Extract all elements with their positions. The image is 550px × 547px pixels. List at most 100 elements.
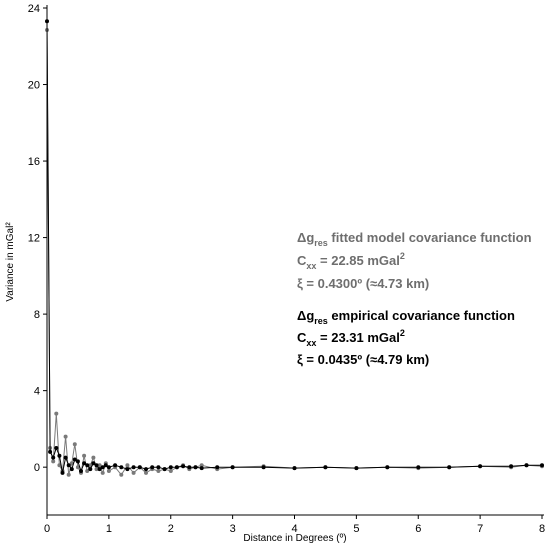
data-point bbox=[66, 472, 71, 477]
data-point bbox=[125, 467, 130, 472]
data-point bbox=[162, 467, 167, 472]
data-point bbox=[174, 465, 179, 470]
data-point bbox=[447, 465, 452, 470]
data-point bbox=[75, 465, 80, 470]
y-tick-label: 12 bbox=[28, 233, 40, 245]
data-point bbox=[79, 469, 83, 473]
data-point bbox=[125, 463, 130, 468]
y-tick-label: 0 bbox=[34, 462, 40, 474]
data-point bbox=[48, 449, 53, 454]
data-point bbox=[69, 467, 74, 472]
y-tick-label: 24 bbox=[28, 3, 40, 15]
data-point bbox=[88, 467, 93, 472]
data-point bbox=[150, 465, 155, 470]
data-point bbox=[385, 465, 390, 470]
x-tick-label: 5 bbox=[353, 523, 359, 535]
x-tick-label: 8 bbox=[539, 523, 545, 535]
data-point bbox=[72, 457, 77, 462]
data-point bbox=[187, 465, 192, 470]
data-point bbox=[354, 466, 359, 471]
data-point bbox=[540, 463, 544, 468]
data-point bbox=[100, 470, 105, 475]
x-tick-label: 3 bbox=[230, 523, 236, 535]
x-axis-ticks: 0 1 2 3 4 5 6 7 8 bbox=[44, 515, 545, 535]
data-point bbox=[416, 465, 421, 470]
data-point bbox=[106, 469, 111, 473]
x-tick-label: 0 bbox=[44, 523, 50, 535]
y-tick-label: 4 bbox=[34, 386, 40, 398]
series-fitted-model bbox=[45, 28, 544, 477]
data-point bbox=[75, 459, 80, 464]
data-point bbox=[292, 466, 297, 471]
series-layer bbox=[45, 19, 544, 477]
data-point bbox=[57, 463, 62, 468]
x-axis-title: Distance in Degrees (º) bbox=[243, 533, 346, 544]
fitted-model-annotation: Δgres fitted model covariance function C… bbox=[297, 230, 532, 291]
data-point bbox=[82, 461, 87, 466]
data-point bbox=[91, 455, 96, 460]
data-point bbox=[91, 461, 96, 466]
fitted-cxx: Cxx = 22.85 mGal2 bbox=[297, 251, 405, 271]
data-point bbox=[131, 470, 136, 475]
data-point bbox=[156, 469, 161, 473]
data-point bbox=[85, 469, 90, 473]
x-tick-label: 6 bbox=[415, 523, 421, 535]
data-point bbox=[51, 459, 56, 464]
data-point bbox=[54, 411, 59, 416]
data-point bbox=[97, 467, 102, 472]
data-point bbox=[94, 467, 99, 472]
x-tick-label: 2 bbox=[168, 523, 174, 535]
data-point bbox=[106, 465, 111, 470]
y-tick-label: 16 bbox=[28, 156, 40, 168]
data-point bbox=[94, 463, 99, 468]
data-point bbox=[199, 463, 204, 468]
data-point bbox=[54, 446, 59, 450]
data-point bbox=[85, 463, 90, 468]
data-point bbox=[193, 465, 198, 470]
data-point bbox=[156, 465, 161, 470]
series-empirical bbox=[45, 19, 544, 475]
data-point bbox=[82, 453, 87, 458]
data-point bbox=[103, 463, 108, 468]
data-point bbox=[509, 464, 514, 469]
y-axis-title: Variance in mGal² bbox=[5, 222, 16, 302]
x-tick-label: 7 bbox=[477, 523, 483, 535]
empirical-annotation: Δgres empirical covariance function Cxx … bbox=[297, 308, 515, 367]
data-point bbox=[478, 464, 483, 469]
y-tick-label: 20 bbox=[28, 80, 40, 92]
data-point bbox=[72, 442, 77, 447]
data-point bbox=[524, 463, 529, 468]
data-point bbox=[199, 466, 204, 471]
data-point bbox=[261, 465, 266, 470]
data-point bbox=[144, 467, 148, 472]
data-point bbox=[63, 434, 68, 439]
data-point bbox=[131, 465, 136, 470]
data-point bbox=[100, 465, 105, 470]
series-line bbox=[46, 29, 543, 476]
data-point bbox=[57, 453, 62, 458]
data-point bbox=[51, 455, 56, 460]
fitted-title: Δgres fitted model covariance function bbox=[297, 230, 532, 248]
data-point bbox=[181, 464, 186, 469]
x-tick-label: 1 bbox=[106, 523, 112, 535]
data-point bbox=[60, 470, 65, 475]
empirical-cxx: Cxx = 23.31 mGal2 bbox=[297, 328, 405, 348]
data-point bbox=[323, 465, 328, 470]
data-point bbox=[63, 455, 68, 460]
data-point bbox=[97, 463, 102, 468]
series-line bbox=[46, 21, 542, 473]
data-point bbox=[168, 469, 173, 473]
data-point bbox=[119, 472, 124, 477]
empirical-xi: ξ = 0.0435º (≈4.79 km) bbox=[297, 352, 429, 367]
data-point bbox=[215, 465, 220, 470]
y-tick-label: 8 bbox=[34, 309, 40, 321]
data-point bbox=[144, 470, 148, 475]
data-point bbox=[230, 465, 235, 470]
fitted-xi: ξ = 0.4300º (≈4.73 km) bbox=[297, 276, 429, 291]
data-point bbox=[119, 465, 124, 470]
data-point bbox=[168, 465, 173, 470]
x-tick-label: 4 bbox=[291, 523, 297, 535]
data-point bbox=[45, 19, 49, 24]
data-point bbox=[66, 463, 71, 468]
